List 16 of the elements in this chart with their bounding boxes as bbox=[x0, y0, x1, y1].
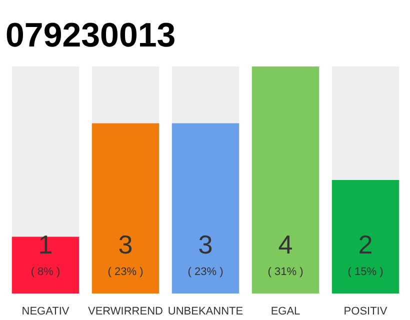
x-tick-label: NEGATIV bbox=[22, 306, 70, 318]
annotation: ( 23% ) bbox=[108, 266, 144, 278]
x-tick-label: UNBEKANNTE bbox=[168, 306, 244, 318]
data-label: 2 bbox=[358, 230, 373, 260]
data-label: 3 bbox=[198, 230, 213, 260]
x-tick-label: VERWIRREND bbox=[88, 306, 164, 318]
data-label: 1 bbox=[38, 230, 53, 260]
annotation: ( 15% ) bbox=[348, 266, 384, 278]
annotation: ( 8% ) bbox=[30, 266, 60, 278]
chart-title: 079230013 bbox=[6, 16, 176, 54]
x-tick-label: EGAL bbox=[270, 306, 300, 318]
annotation: ( 23% ) bbox=[188, 266, 224, 278]
x-tick-label: POSITIV bbox=[344, 306, 388, 318]
data-label: 3 bbox=[118, 230, 133, 260]
annotation: ( 31% ) bbox=[268, 266, 304, 278]
data-label: 4 bbox=[278, 230, 293, 260]
